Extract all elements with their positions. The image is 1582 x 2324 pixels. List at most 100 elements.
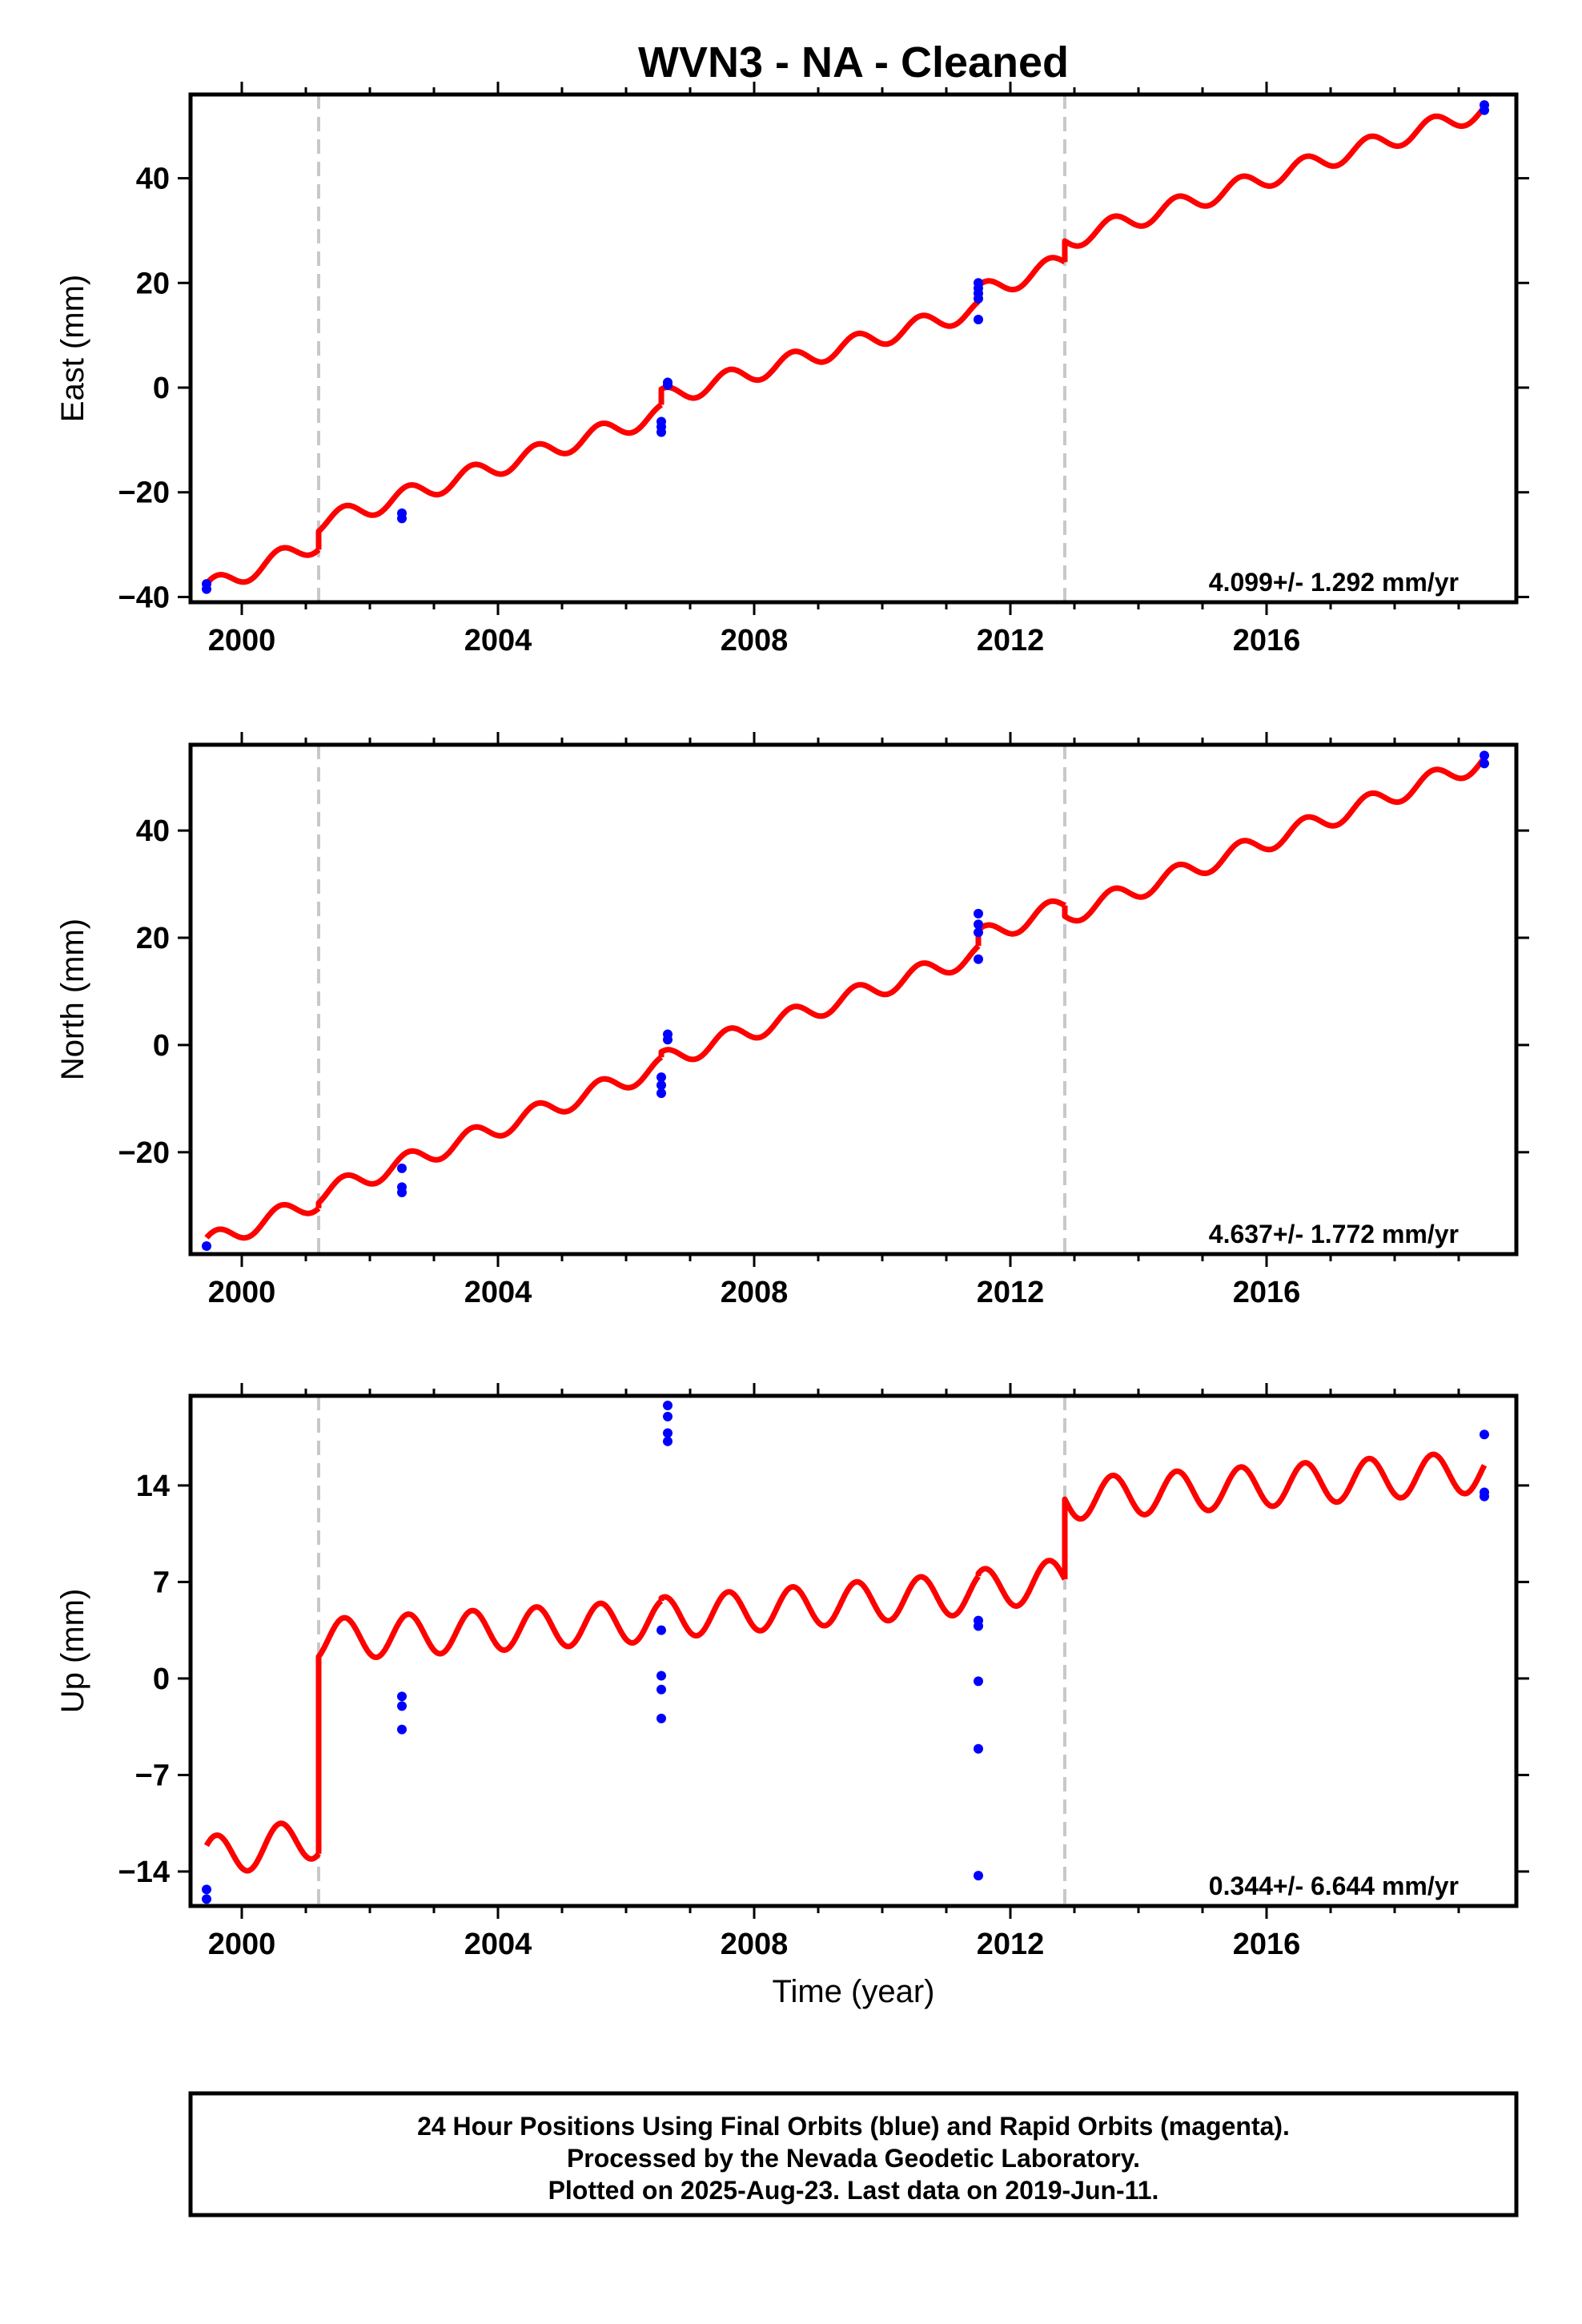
east-panel: 2000 2004 2008 2012 2016 −40 −20 0 20 40 East (mm)… [55, 82, 1529, 657]
x-tick-label: 2016 [1233, 1928, 1301, 1961]
footer-line-2: Processed by the Nevada Geodetic Laborat… [567, 2144, 1140, 2173]
model-segment [658, 299, 981, 405]
y-tick-label: 7 [153, 1566, 170, 1599]
rate-annotation: 0.344+/- 6.644 mm/yr [1209, 1872, 1459, 1900]
x-tick-label: 2008 [721, 624, 789, 657]
model-segment [658, 943, 981, 1063]
footer-box [188, 2091, 1519, 2217]
plot-frame [188, 92, 1519, 605]
observation-point [397, 1701, 407, 1711]
x-tick-label: 2016 [1233, 1276, 1301, 1309]
plot-frame [188, 1393, 1519, 1908]
chart-title: WVN3 - NA - Cleaned [638, 38, 1069, 86]
x-tick-label: 2008 [721, 1928, 789, 1961]
observation-point [974, 315, 983, 325]
observation-point [663, 1029, 673, 1039]
y-tick-label: −20 [118, 476, 170, 510]
x-tick-label: 2012 [977, 1276, 1045, 1309]
x-tick-label: 2016 [1233, 624, 1301, 657]
model-segment [203, 1820, 321, 1874]
y-tick-label: 40 [136, 814, 170, 848]
x-tick-label: 2012 [977, 1928, 1045, 1961]
x-axis-label: Time (year) [773, 1974, 935, 2009]
y-axis-label: Up (mm) [55, 1589, 90, 1714]
footer-line-3: Plotted on 2025-Aug-23. Last data on 201… [548, 2176, 1159, 2205]
observation-point [663, 1428, 673, 1438]
plot-frame [188, 742, 1519, 1256]
observation-point [663, 1401, 673, 1411]
y-tick-label: −14 [118, 1856, 170, 1889]
y-tick-label: −7 [135, 1759, 170, 1792]
observation-point [656, 1072, 666, 1083]
observation-point [397, 513, 407, 524]
model-segment [658, 1574, 981, 1639]
observation-point [202, 1894, 211, 1904]
observation-point [656, 1684, 666, 1695]
y-tick-label: 20 [136, 267, 170, 300]
x-tick-label: 2004 [464, 624, 532, 657]
y-tick-label: −20 [118, 1136, 170, 1170]
y-axis-label: East (mm) [55, 275, 90, 422]
y-tick-label: 14 [136, 1470, 170, 1503]
x-tick-label: 2004 [464, 1928, 532, 1961]
observation-point [974, 954, 983, 964]
y-tick-label: 20 [136, 922, 170, 955]
observation-point [1480, 1429, 1489, 1440]
model-segment [1062, 1451, 1488, 1579]
observation-point [974, 927, 983, 938]
observation-point [974, 908, 983, 919]
y-tick-label: −40 [118, 581, 170, 614]
plot-area [202, 94, 1489, 602]
plot-area [202, 1396, 1489, 1906]
up-panel: 2000 2004 2008 2012 2016 −14 −7 0 7 14 Up (mm) 0.34… [55, 1383, 1529, 1961]
observation-point [656, 427, 666, 437]
observation-point [656, 1625, 666, 1635]
model-segment [1062, 756, 1487, 924]
y-tick-label: 0 [153, 1029, 170, 1063]
observation-point [663, 1411, 673, 1421]
observation-point [656, 1080, 666, 1091]
y-tick-label: 0 [153, 1663, 170, 1696]
x-tick-label: 2004 [464, 1276, 532, 1309]
model-segment [204, 545, 321, 585]
observation-point [974, 1743, 983, 1754]
plot-area [202, 745, 1489, 1254]
model-segment [1062, 105, 1487, 263]
footer-line-1: 24 Hour Positions Using Final Orbits (bl… [417, 2112, 1290, 2141]
x-tick-label: 2000 [208, 1276, 276, 1309]
observation-point [397, 1188, 407, 1198]
observation-point [202, 1240, 211, 1251]
model-segment [315, 1055, 664, 1208]
observation-point [656, 1671, 666, 1681]
observation-point [656, 1713, 666, 1723]
model-segment [975, 898, 1067, 947]
north-panel: 2000 2004 2008 2012 2016 −20 0 20 40 North (mm) 4.… [55, 732, 1529, 1309]
observation-point [1480, 100, 1489, 111]
observation-point [663, 377, 673, 388]
observation-point [1480, 758, 1489, 769]
model-segment [315, 1598, 664, 1854]
model-segment [975, 1558, 1068, 1609]
rate-annotation: 4.637+/- 1.772 mm/yr [1209, 1220, 1459, 1248]
y-tick-label: 0 [153, 372, 170, 405]
observation-point [656, 1088, 666, 1099]
observation-point [202, 579, 211, 589]
y-tick-label: 40 [136, 163, 170, 196]
observation-point [974, 1676, 983, 1687]
observation-point [974, 1871, 983, 1881]
x-tick-label: 2000 [208, 1928, 276, 1961]
observation-point [974, 1621, 983, 1631]
x-tick-label: 2012 [977, 624, 1045, 657]
y-axis-label: North (mm) [55, 919, 90, 1080]
observation-point [663, 1436, 673, 1446]
observation-point [397, 1691, 407, 1702]
model-segment [204, 1201, 321, 1241]
observation-point [397, 1724, 407, 1735]
observation-point [1480, 750, 1489, 761]
rate-annotation: 4.099+/- 1.292 mm/yr [1209, 568, 1459, 597]
model-segment [975, 255, 1067, 302]
observation-point [1480, 1487, 1489, 1498]
observation-point [974, 919, 983, 930]
x-tick-label: 2000 [208, 624, 276, 657]
